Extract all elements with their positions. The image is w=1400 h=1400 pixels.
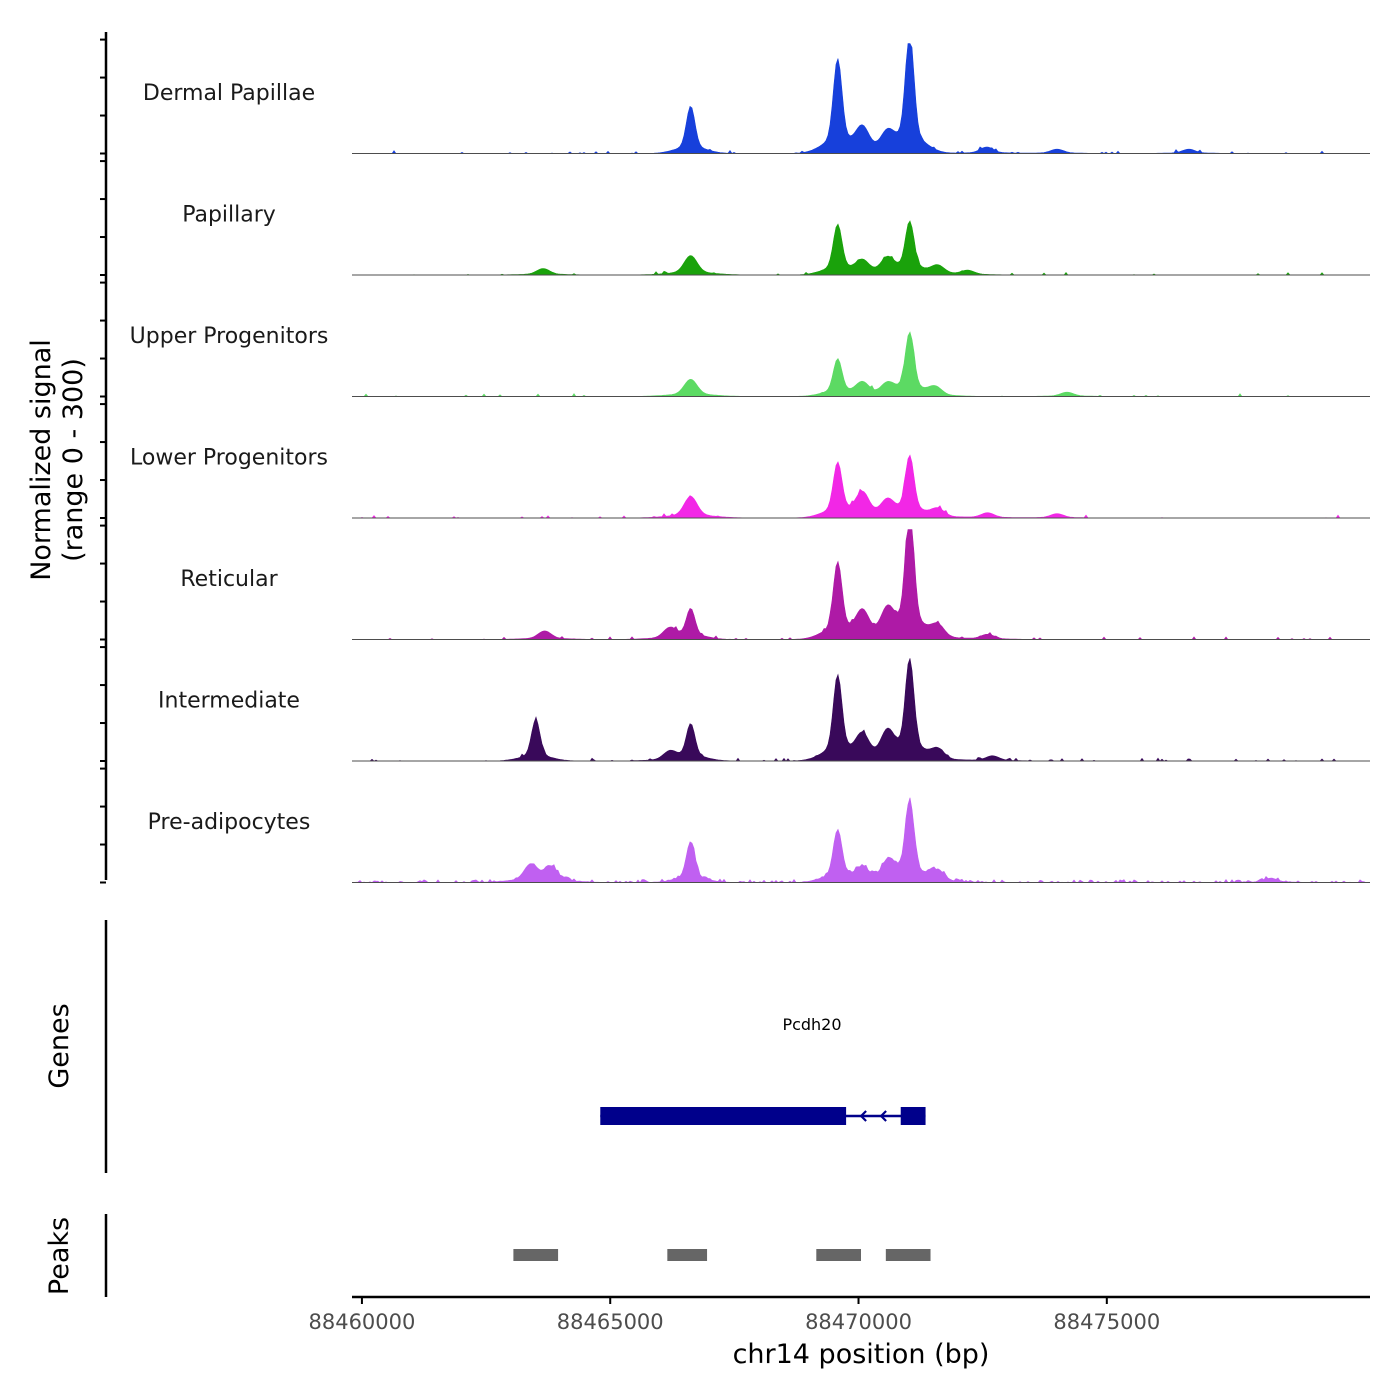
x-tick-label: 88470000 <box>805 1310 912 1334</box>
peaks-track <box>513 1249 931 1261</box>
track-label: Reticular <box>180 567 278 592</box>
signal-area <box>352 43 1370 154</box>
track-label: Lower Progenitors <box>130 446 328 471</box>
signal-area <box>352 454 1370 519</box>
signal-axis-title: Normalized signal <box>26 339 57 581</box>
genes-axis-title: Genes <box>44 1003 75 1088</box>
track-label: Upper Progenitors <box>130 324 329 349</box>
peak-region <box>816 1249 861 1261</box>
x-axis-title: chr14 position (bp) <box>733 1339 990 1370</box>
gene-label-pcdh20: Pcdh20 <box>782 1015 841 1034</box>
x-tick-label: 88460000 <box>308 1310 415 1334</box>
track-pre-adipocytes: Pre-adipocytes <box>148 797 1370 884</box>
peak-region <box>513 1249 559 1261</box>
track-label: Dermal Papillae <box>143 81 315 106</box>
signal-area <box>352 797 1370 884</box>
peak-region <box>667 1249 708 1261</box>
track-lower-progenitors: Lower Progenitors <box>130 446 1370 519</box>
track-intermediate: Intermediate <box>158 658 1370 762</box>
track-dermal-papillae: Dermal Papillae <box>143 43 1370 154</box>
track-upper-progenitors: Upper Progenitors <box>130 324 1370 397</box>
track-label: Pre-adipocytes <box>148 810 311 835</box>
signal-area <box>352 658 1370 762</box>
track-papillary: Papillary <box>182 203 1370 276</box>
signal-area <box>352 331 1370 397</box>
gene-exon <box>900 1107 926 1125</box>
x-tick-label: 88475000 <box>1053 1310 1160 1334</box>
signal-axis-range: (range 0 - 300) <box>58 358 89 562</box>
coverage-tracks: Dermal Papillae Papillary Upper Progenitor… <box>130 43 1370 884</box>
signal-area <box>352 220 1370 276</box>
signal-y-ticks <box>100 38 106 884</box>
gene-track: Pcdh20 <box>600 1015 926 1125</box>
track-label: Intermediate <box>158 689 300 714</box>
peak-region <box>885 1249 931 1261</box>
signal-area <box>352 529 1370 640</box>
track-reticular: Reticular <box>180 529 1370 640</box>
strand-arrow <box>879 1110 887 1122</box>
gene-exon <box>600 1107 847 1125</box>
track-label: Papillary <box>182 203 276 228</box>
peaks-axis-title: Peaks <box>44 1217 75 1295</box>
x-axis-ticks: 88460000 88465000 88470000 88475000 <box>308 1297 1160 1334</box>
strand-arrow <box>859 1110 867 1122</box>
x-tick-label: 88465000 <box>557 1310 664 1334</box>
